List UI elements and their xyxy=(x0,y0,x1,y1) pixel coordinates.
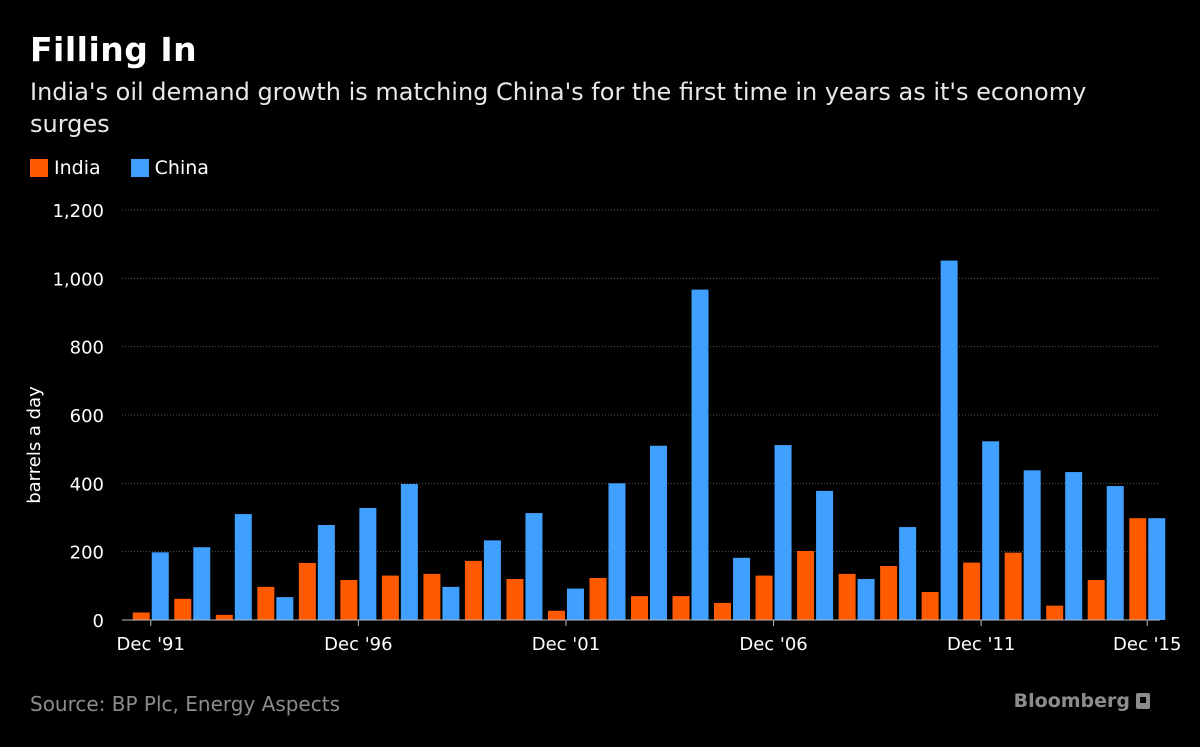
bar-china xyxy=(733,557,751,620)
bar-china xyxy=(483,540,501,620)
y-tick-label: 800 xyxy=(70,338,104,359)
bar-china xyxy=(650,445,667,620)
bar-china xyxy=(276,597,294,620)
bar-india xyxy=(1129,518,1147,620)
bar-india xyxy=(132,612,150,620)
bar-india xyxy=(506,579,524,620)
bar-india xyxy=(631,596,648,620)
x-tick-label: Dec '06 xyxy=(739,634,807,655)
y-tick-label: 600 xyxy=(70,406,104,427)
legend-item-india: India xyxy=(30,157,101,179)
bar-india xyxy=(215,614,233,620)
bar-china xyxy=(1023,470,1041,620)
y-tick-label: 1,000 xyxy=(52,269,104,290)
chart-title: Filling In xyxy=(30,30,198,69)
x-tick-label: Dec '01 xyxy=(532,634,600,655)
y-tick-label: 200 xyxy=(70,543,104,564)
source-note: Source: BP Plc, Energy Aspects xyxy=(30,692,340,716)
brand-logo: Bloomberg xyxy=(1014,690,1150,712)
bar-india xyxy=(340,580,358,620)
brand-name: Bloomberg xyxy=(1013,690,1130,712)
chart-subtitle: India's oil demand growth is matching Ch… xyxy=(30,78,1087,138)
bar-china xyxy=(442,586,460,620)
bar-india xyxy=(672,596,690,620)
bar-india xyxy=(714,602,732,620)
x-tick-label: Dec '11 xyxy=(947,634,1015,655)
bar-china xyxy=(151,552,169,620)
legend-swatch-china xyxy=(130,159,149,177)
bar-india xyxy=(838,573,856,620)
bar-china xyxy=(400,484,418,620)
bloomberg-icon xyxy=(1136,693,1150,709)
y-tick-label: 0 xyxy=(93,611,104,632)
legend-swatch-india xyxy=(30,159,48,177)
x-tick-label: Dec '96 xyxy=(324,634,392,655)
bar-china xyxy=(816,490,834,620)
bar-china xyxy=(359,507,377,620)
bar-india xyxy=(880,566,898,620)
legend-item-china: China xyxy=(130,157,209,179)
legend-label-china: China xyxy=(154,157,209,179)
bar-india xyxy=(547,610,565,620)
bar-india xyxy=(963,562,981,620)
bar-china xyxy=(857,579,875,620)
bar-china xyxy=(1148,518,1166,620)
bar-india xyxy=(755,575,773,620)
bar-china xyxy=(608,483,626,620)
bar-india xyxy=(257,586,275,620)
legend-label-india: India xyxy=(54,157,101,179)
y-tick-label: 1,200 xyxy=(52,201,104,222)
bar-india xyxy=(1004,552,1022,620)
bar-india xyxy=(1087,580,1105,620)
bar-india xyxy=(1046,605,1064,620)
bar-india xyxy=(381,575,399,620)
bar-china xyxy=(193,547,211,620)
bar-china xyxy=(940,260,958,620)
x-tick-label: Dec '91 xyxy=(117,634,185,655)
legend: India China xyxy=(30,157,209,179)
y-axis-label: barrels a day xyxy=(24,386,45,504)
bar-india xyxy=(797,550,815,620)
bar-china xyxy=(1065,472,1083,620)
bar-india xyxy=(423,573,441,620)
bar-india xyxy=(464,560,482,620)
bar-india xyxy=(298,562,316,620)
bar-china xyxy=(691,289,709,620)
bar-india xyxy=(589,577,607,620)
x-tick-label: Dec '15 xyxy=(1113,634,1181,655)
y-tick-label: 400 xyxy=(70,474,104,495)
bar-india xyxy=(921,591,939,620)
bar-china xyxy=(899,527,917,620)
bar-china xyxy=(525,513,543,620)
bar-india xyxy=(174,598,192,620)
bar-china xyxy=(566,588,584,620)
bar-china xyxy=(774,445,792,620)
bar-china xyxy=(234,514,252,620)
bar-china xyxy=(1106,486,1124,620)
bar-china xyxy=(317,525,335,620)
bar-china xyxy=(982,441,1000,620)
